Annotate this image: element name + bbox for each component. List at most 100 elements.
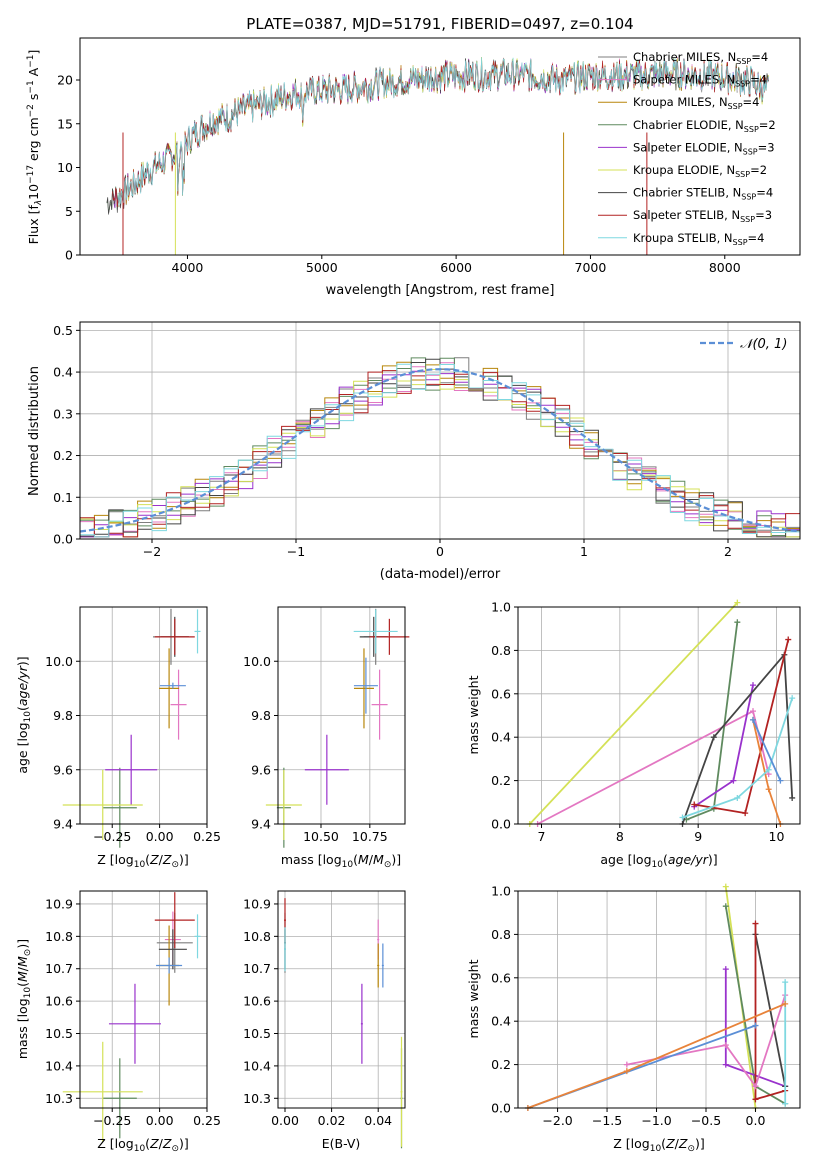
y-tick-label: 10.7 bbox=[243, 961, 271, 976]
massweight-line bbox=[693, 684, 754, 808]
y-tick-label: 0.0 bbox=[53, 532, 73, 547]
massweight-line bbox=[682, 697, 794, 819]
y-tick-label: 10.0 bbox=[243, 654, 271, 669]
y-tick-label: 9.8 bbox=[251, 708, 271, 723]
legend-entry: Chabrier ELODIE, NSSP=2 bbox=[633, 118, 776, 134]
y-tick-label: 0.2 bbox=[491, 773, 511, 788]
y-tick-label: 10.4 bbox=[45, 1058, 73, 1073]
mass-vs-Z-panel: −0.25 0.00 0.25 10.3 10.4 10.5 10.6 10.7 10.8 10.… bbox=[15, 890, 221, 1154]
massweight-marker bbox=[752, 1083, 759, 1090]
y-tick-label: 0 bbox=[65, 248, 73, 263]
massweight-marker bbox=[750, 708, 756, 715]
x-tick-label: 5000 bbox=[306, 260, 338, 275]
spectrum-series-line bbox=[117, 57, 769, 206]
x-tick-label: 0.04 bbox=[364, 1113, 392, 1128]
massweight-marker bbox=[734, 619, 741, 626]
y-tick-label: 0.0 bbox=[491, 817, 511, 832]
x-tick-label: 0.00 bbox=[146, 1113, 174, 1128]
legend-entry: Salpeter ELODIE, NSSP=3 bbox=[633, 140, 775, 156]
residual-ylabel: Normed distribution bbox=[27, 366, 42, 496]
massweight-marker bbox=[752, 1096, 759, 1103]
normal-reference-curve bbox=[79, 368, 801, 533]
spectrum-axes-frame bbox=[79, 37, 801, 256]
y-tick-label: 9.6 bbox=[53, 762, 73, 777]
y-tick-label: 10.9 bbox=[45, 896, 73, 911]
x-tick-label: 8000 bbox=[709, 260, 741, 275]
y-tick-label: 1.0 bbox=[491, 884, 511, 899]
spectrum-xlabel: wavelength [Angstrom, rest frame] bbox=[326, 283, 555, 298]
massweight-marker bbox=[789, 794, 796, 801]
legend-entry: Kroupa MILES, NSSP=4 bbox=[633, 95, 759, 111]
mass-vs-Z-xlabel: Z [log10(Z/Z⊙)] bbox=[97, 1136, 189, 1154]
massweight-marker bbox=[750, 682, 756, 689]
y-tick-label: 10.3 bbox=[243, 1091, 271, 1106]
y-tick-label: 0.8 bbox=[491, 927, 511, 942]
y-tick-label: 0.6 bbox=[491, 970, 511, 985]
x-tick-label: 1 bbox=[580, 544, 588, 559]
x-tick-label: 2 bbox=[724, 544, 732, 559]
x-tick-label: 0.25 bbox=[193, 829, 221, 844]
legend-entry: Salpeter STELIB, NSSP=3 bbox=[633, 208, 772, 224]
age-vs-mass-xlabel: mass [log10(M/M⊙)] bbox=[281, 852, 401, 870]
massweight-marker bbox=[742, 810, 749, 817]
y-tick-label: 5 bbox=[65, 204, 73, 219]
y-tick-label: 0.0 bbox=[491, 1101, 511, 1116]
massweight-line bbox=[681, 652, 794, 825]
y-tick-label: 0.5 bbox=[53, 323, 73, 338]
y-tick-label: 0.8 bbox=[491, 643, 511, 658]
massweight-marker bbox=[777, 777, 784, 784]
massweight-marker bbox=[623, 1068, 630, 1075]
x-tick-label: 0.02 bbox=[318, 1113, 346, 1128]
massweight-line bbox=[752, 719, 782, 781]
x-tick-label: 0 bbox=[436, 544, 444, 559]
residual-legend-label: 𝒩(0, 1) bbox=[740, 337, 787, 352]
massweight-marker bbox=[722, 966, 729, 973]
y-tick-label: 10.7 bbox=[45, 961, 73, 976]
x-tick-label: 10 bbox=[769, 829, 785, 844]
age-vs-mass-panel: 10.50 10.75 9.4 9.6 9.8 10.0 mass [log10(M/M⊙… bbox=[243, 606, 410, 870]
legend-entry: Salpeter MILES, NSSP=4 bbox=[633, 73, 767, 89]
residual-panel: −2 −1 0 1 2 0.0 0.1 0.2 0.3 0.4 0.5 (data-model)/e… bbox=[27, 321, 801, 582]
massweight-marker bbox=[752, 920, 759, 927]
residual-axes-frame bbox=[79, 321, 801, 540]
y-tick-label: 0.3 bbox=[53, 406, 73, 421]
y-tick-label: 10.6 bbox=[243, 994, 271, 1009]
x-tick-label: 0.25 bbox=[193, 1113, 221, 1128]
y-tick-label: 10 bbox=[57, 160, 73, 175]
y-tick-label: 10.5 bbox=[243, 1026, 271, 1041]
x-tick-label: 0.00 bbox=[146, 829, 174, 844]
x-tick-label: 9 bbox=[694, 829, 702, 844]
massweight-vs-Z-ylabel: mass weight bbox=[466, 959, 481, 1038]
massweight-marker bbox=[722, 1061, 729, 1068]
x-tick-label: 0.00 bbox=[271, 1113, 299, 1128]
massweight-marker bbox=[765, 766, 772, 773]
massweight-marker bbox=[785, 636, 792, 643]
age-vs-Z-xlabel: Z [log10(Z/Z⊙)] bbox=[97, 852, 189, 870]
y-tick-label: 15 bbox=[57, 116, 73, 131]
y-tick-label: 9.6 bbox=[251, 762, 271, 777]
spectrum-panel: 4000 5000 6000 7000 8000 0 5 10 15 20 wavelength … bbox=[26, 37, 801, 298]
x-tick-label: −2.0 bbox=[542, 1113, 572, 1128]
legend-entry: Kroupa STELIB, NSSP=4 bbox=[633, 231, 764, 247]
legend-entry: Kroupa ELODIE, NSSP=2 bbox=[633, 163, 767, 179]
y-tick-label: 9.4 bbox=[53, 817, 73, 832]
histogram-series-step bbox=[80, 369, 800, 538]
legend-entry: Chabrier MILES, NSSP=4 bbox=[633, 50, 768, 66]
massweight-marker bbox=[734, 794, 741, 801]
x-tick-label: 7 bbox=[538, 829, 546, 844]
x-tick-label: 4000 bbox=[172, 260, 204, 275]
y-tick-label: 10.9 bbox=[243, 896, 271, 911]
x-tick-label: −1.5 bbox=[592, 1113, 622, 1128]
massweight-marker bbox=[782, 979, 789, 986]
massweight-marker bbox=[623, 1061, 630, 1068]
y-tick-label: 0.6 bbox=[491, 686, 511, 701]
x-tick-label: −1 bbox=[287, 544, 305, 559]
y-tick-label: 10.8 bbox=[45, 929, 73, 944]
age-vs-Z-panel: −0.25 0.00 0.25 9.4 9.6 9.8 10.0 Z [log10(Z/Z⊙… bbox=[15, 606, 221, 870]
histogram-series-step bbox=[80, 370, 800, 538]
y-tick-label: 10.5 bbox=[45, 1026, 73, 1041]
massweight-marker bbox=[765, 786, 772, 793]
y-tick-label: 10.6 bbox=[45, 994, 73, 1009]
residual-xlabel: (data-model)/error bbox=[380, 567, 501, 582]
